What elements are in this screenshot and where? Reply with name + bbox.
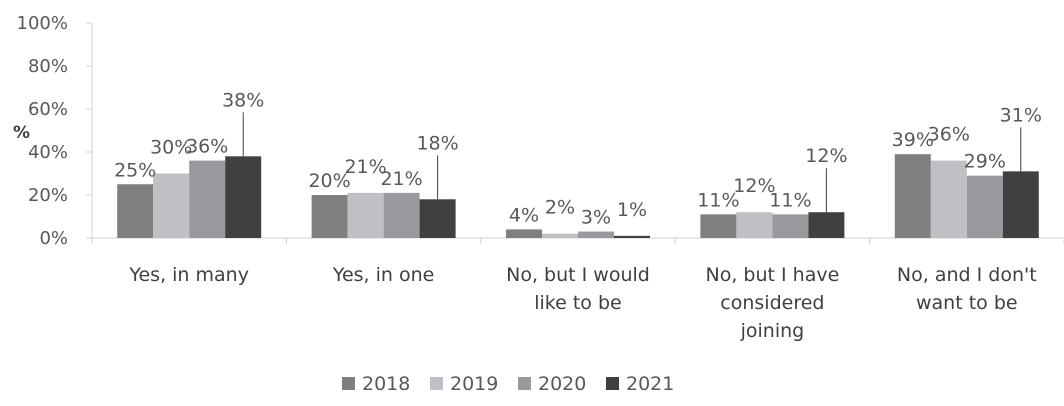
legend-label: 2020 — [538, 373, 586, 395]
bar — [700, 214, 737, 238]
data-label: 30% — [150, 137, 192, 159]
data-label: 18% — [416, 132, 458, 154]
bar — [311, 195, 348, 238]
x-tick-label-line: Yes, in many — [128, 264, 249, 286]
bar — [117, 184, 154, 238]
bar — [772, 214, 809, 238]
data-label: 11% — [697, 189, 739, 211]
data-label: 1% — [617, 199, 647, 221]
data-label: 20% — [308, 170, 350, 192]
x-tick-label-line: No, but I have — [706, 264, 840, 286]
data-label: 38% — [222, 89, 264, 111]
data-label: 25% — [114, 159, 156, 181]
data-label: 31% — [1000, 104, 1042, 126]
x-tick-label-line: joining — [740, 320, 805, 342]
bar — [506, 229, 542, 238]
x-tick-label: No, but I have considered joining — [706, 264, 840, 342]
bar — [736, 212, 773, 238]
data-label: 11% — [769, 189, 811, 211]
legend-swatch — [606, 377, 619, 390]
bar — [225, 156, 262, 238]
data-label: 4% — [509, 204, 539, 226]
x-tick-label-line: like to be — [534, 292, 621, 314]
bars — [117, 154, 1039, 238]
x-tick-label: Yes, in one — [332, 264, 434, 286]
y-tick-label: 0% — [39, 228, 68, 249]
bar — [153, 173, 190, 238]
axes: 0% 20% 40% 60% 80% 100%% Yes, in many Yes, in o… — [13, 13, 1064, 342]
x-tick-label: Yes, in many — [128, 264, 249, 286]
x-tick-label: No, and I don't want to be — [897, 264, 1037, 314]
bar — [347, 192, 384, 238]
data-label: 21% — [380, 168, 422, 190]
y-tick-label: 100% — [17, 13, 68, 34]
data-label: 36% — [186, 136, 228, 158]
bar — [419, 199, 456, 238]
data-label: 36% — [928, 124, 970, 146]
y-tick-label: 60% — [28, 99, 68, 120]
bar — [894, 154, 931, 238]
bar — [808, 212, 845, 238]
data-label: 3% — [581, 207, 611, 229]
y-axis-label: % — [13, 123, 30, 143]
x-tick-label-line: No, and I don't — [897, 264, 1037, 286]
data-label: 12% — [733, 175, 775, 197]
legend-label: 2019 — [450, 373, 498, 395]
y-tick-label: 80% — [28, 56, 68, 77]
bar — [189, 160, 226, 238]
x-tick-label: No, but I would like to be — [506, 264, 650, 314]
bar — [1002, 171, 1039, 238]
data-label: 2% — [545, 197, 575, 219]
bar — [542, 233, 578, 238]
x-tick-label-line: No, but I would — [506, 264, 650, 286]
x-tick-label-line: want to be — [916, 292, 1018, 314]
bar — [614, 235, 650, 238]
bar — [383, 192, 420, 238]
x-tick-label-line: Yes, in one — [332, 264, 434, 286]
legend-swatch — [430, 377, 443, 390]
bar — [930, 160, 967, 238]
y-tick-label: 20% — [28, 185, 68, 206]
legend-label: 2018 — [362, 373, 410, 395]
data-labels: 25% 20% 4% 11% 39% 30% 21% 2% 12% 36% 36% 21% 3% 11% 2… — [114, 89, 1042, 228]
x-tick-label-line: considered — [720, 292, 824, 314]
legend-swatch — [342, 377, 355, 390]
data-label: 12% — [805, 145, 847, 167]
data-label: 21% — [344, 156, 386, 178]
y-tick-label: 40% — [28, 142, 68, 163]
bar — [578, 231, 614, 238]
legend-swatch — [518, 377, 531, 390]
data-label: 39% — [892, 129, 934, 151]
legend-label: 2021 — [626, 373, 674, 395]
bar — [966, 175, 1003, 238]
data-label: 29% — [964, 151, 1006, 173]
legend: 2018 2019 2020 2021 — [342, 373, 674, 395]
